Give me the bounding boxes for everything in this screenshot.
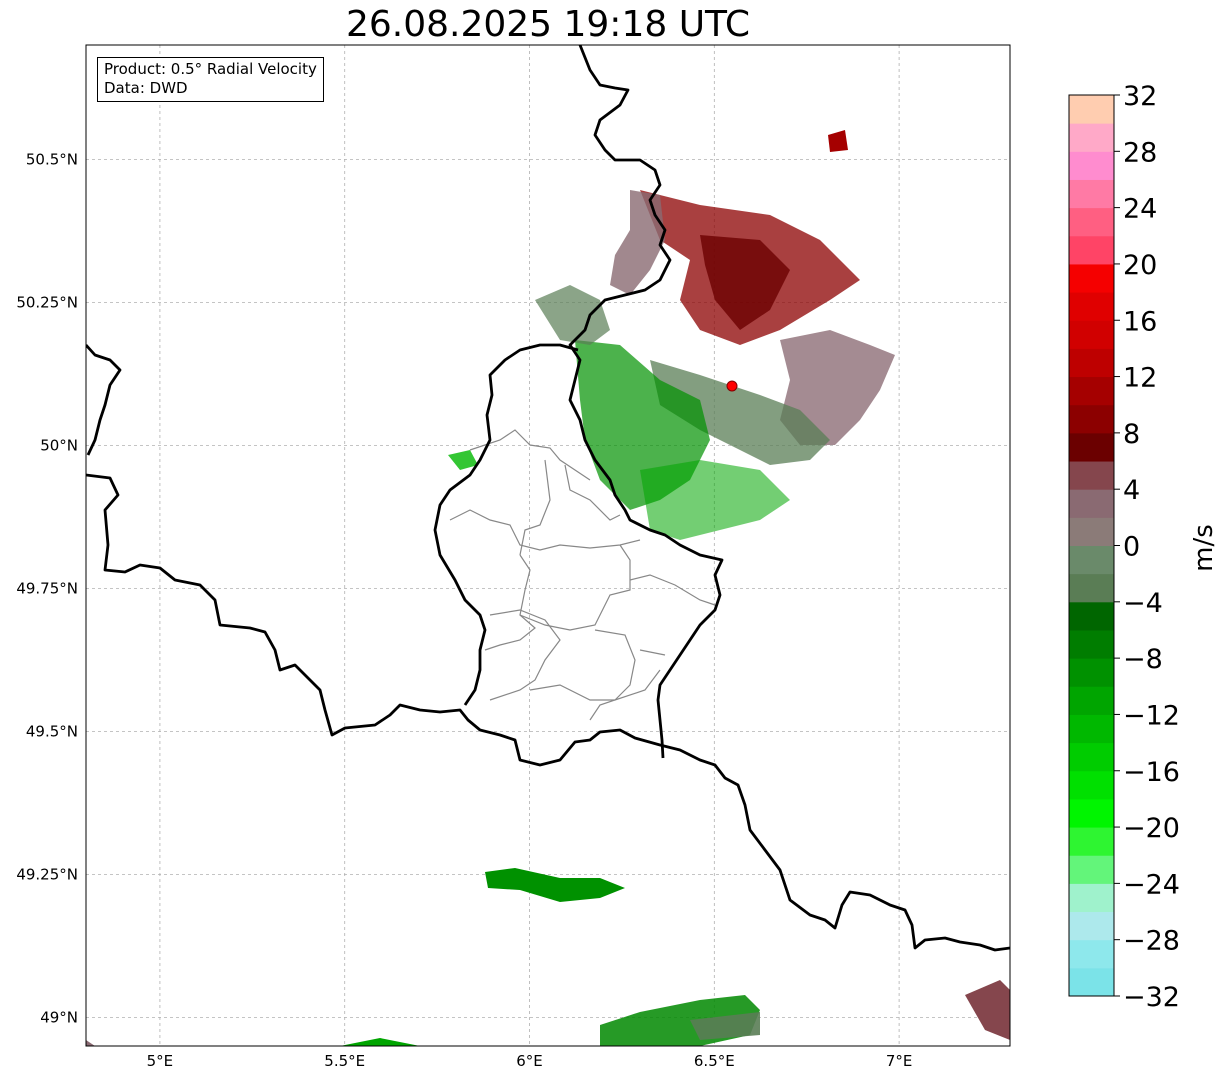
lat-tick-label: 50°N [40, 436, 78, 454]
echo-green-south [640, 460, 790, 540]
data-source-label: Data: DWD [104, 79, 188, 97]
echo-band-sw [340, 1038, 420, 1046]
echo-purplish-north [610, 190, 665, 295]
lat-tick-label: 49.25°N [16, 865, 78, 883]
lon-tick-label: 5.5°E [324, 1052, 365, 1070]
lon-tick-label: 6°E [516, 1052, 543, 1070]
axis-tick-labels: 5°E 5.5°E 6°E 6.5°E 7°E 50.5°N 50.25°N 50°N 49.7… [16, 150, 912, 1070]
lat-tick-label: 49.75°N [16, 579, 78, 597]
echo-band-south [485, 868, 625, 902]
admin-borders [449, 429, 716, 721]
radar-site-marker [726, 380, 738, 392]
product-label: Product: 0.5° Radial Velocity [104, 60, 317, 78]
lat-tick-label: 49°N [40, 1008, 78, 1026]
echo-purplish-east [780, 330, 895, 445]
echo-dull-green-center [650, 360, 830, 465]
lon-tick-label: 5°E [147, 1052, 174, 1070]
info-box: Product: 0.5° Radial Velocity Data: DWD [97, 57, 324, 102]
gridlines [86, 45, 1010, 1046]
lat-tick-label: 49.5°N [26, 722, 78, 740]
map-title: 26.08.2025 19:18 UTC [345, 4, 751, 45]
lat-tick-label: 50.5°N [26, 150, 78, 168]
lon-tick-label: 7°E [886, 1052, 913, 1070]
echo-band-se-dull [690, 1012, 760, 1040]
echo-green-nw [535, 285, 610, 345]
echo-green-w-small [448, 450, 478, 470]
echo-far-ne [828, 130, 848, 152]
echo-corner-se [965, 980, 1010, 1040]
echo-dark-red-core [700, 235, 790, 330]
velocity-echoes [86, 130, 1010, 1046]
map-frame [85, 44, 1011, 1047]
echo-corner-sw [86, 1040, 95, 1046]
lon-tick-label: 6.5°E [694, 1052, 735, 1070]
national-borders [86, 45, 1010, 952]
lat-tick-label: 50.25°N [16, 293, 78, 311]
